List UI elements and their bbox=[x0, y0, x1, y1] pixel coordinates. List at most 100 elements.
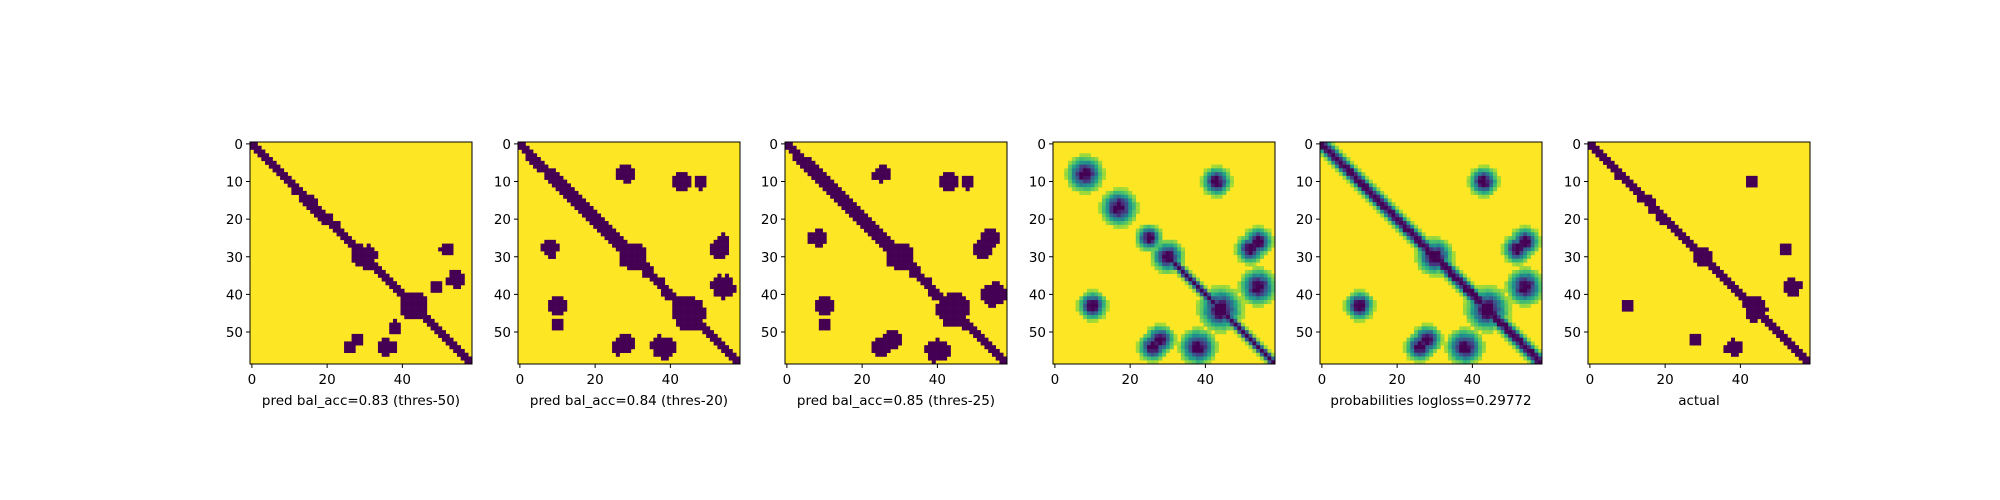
heatmap-cell bbox=[355, 243, 360, 248]
heatmap-cell bbox=[1143, 224, 1148, 229]
heatmap-cell bbox=[1447, 243, 1452, 248]
heatmap-cell bbox=[1003, 292, 1008, 297]
heatmap-cell bbox=[1207, 356, 1212, 361]
heatmap-cell bbox=[954, 183, 959, 188]
heatmap-cell bbox=[1783, 251, 1788, 256]
heatmap-cell bbox=[1218, 330, 1223, 335]
heatmap-cell bbox=[1478, 352, 1483, 357]
heatmap-cell bbox=[555, 247, 560, 252]
heatmap-cell bbox=[1625, 175, 1630, 180]
heatmap-cell bbox=[1523, 247, 1528, 252]
heatmap-cell bbox=[1226, 318, 1231, 323]
heatmap-cell bbox=[351, 254, 356, 259]
heatmap-cell bbox=[973, 251, 978, 256]
heatmap-cell bbox=[1746, 307, 1751, 312]
heatmap-cell bbox=[1116, 221, 1122, 226]
heatmap-cell bbox=[563, 190, 568, 195]
heatmap-cell bbox=[698, 183, 703, 188]
heatmap-cell bbox=[1481, 303, 1486, 308]
heatmap-cell bbox=[1462, 296, 1468, 301]
heatmap-cell bbox=[1132, 194, 1137, 199]
heatmap-image-4 bbox=[1053, 142, 1276, 365]
heatmap-cell bbox=[1704, 254, 1709, 259]
heatmap-cell bbox=[1150, 251, 1155, 256]
heatmap-cell bbox=[1353, 179, 1358, 184]
heatmap-cell bbox=[1147, 247, 1152, 252]
heatmap-cell bbox=[1113, 224, 1118, 229]
heatmap-cell bbox=[1248, 341, 1253, 346]
heatmap-cell bbox=[544, 239, 549, 244]
heatmap-cell bbox=[886, 348, 891, 354]
heatmap-cell bbox=[411, 307, 416, 312]
heatmap-cell bbox=[1783, 281, 1788, 286]
heatmap-cell bbox=[1079, 172, 1084, 177]
heatmap-cell bbox=[660, 352, 666, 357]
heatmap-cell bbox=[879, 239, 884, 244]
heatmap-cell bbox=[1753, 311, 1758, 316]
heatmap-cell bbox=[1659, 221, 1664, 226]
heatmap-cell bbox=[1071, 183, 1076, 188]
heatmap-cell bbox=[709, 243, 714, 248]
heatmap-cell bbox=[1101, 205, 1106, 211]
heatmap-cell bbox=[1098, 300, 1103, 305]
heatmap-cell bbox=[1380, 205, 1385, 211]
heatmap-cell bbox=[871, 224, 876, 229]
heatmap-cell bbox=[1693, 251, 1698, 256]
heatmap-cell bbox=[991, 232, 997, 237]
heatmap-cell bbox=[1256, 224, 1261, 229]
heatmap-cell bbox=[1462, 273, 1468, 278]
heatmap-cell bbox=[359, 337, 364, 342]
heatmap-cell bbox=[830, 190, 835, 195]
heatmap-cell bbox=[638, 266, 643, 271]
heatmap-cell bbox=[984, 232, 989, 237]
heatmap-cell bbox=[1526, 266, 1532, 271]
heatmap-cell bbox=[1625, 303, 1630, 308]
heatmap-cell bbox=[1447, 341, 1452, 346]
heatmap-cell bbox=[1158, 232, 1163, 237]
heatmap-cell bbox=[1432, 258, 1437, 263]
heatmap-cell bbox=[1143, 228, 1148, 233]
heatmap-cell bbox=[1150, 228, 1155, 233]
heatmap-cell bbox=[1158, 228, 1163, 233]
heatmap-cell bbox=[984, 236, 989, 241]
heatmap-cell bbox=[1244, 273, 1249, 278]
heatmap-cell bbox=[822, 232, 827, 237]
heatmap-cell bbox=[950, 175, 955, 180]
heatmap-cell bbox=[1526, 352, 1532, 357]
heatmap-cell bbox=[1353, 292, 1358, 297]
heatmap-cell bbox=[1651, 209, 1657, 214]
heatmap-cell bbox=[879, 337, 884, 342]
heatmap-cell bbox=[619, 239, 624, 244]
heatmap-cell bbox=[1538, 284, 1543, 290]
heatmap-cell bbox=[1237, 258, 1242, 263]
heatmap-cell bbox=[1252, 303, 1257, 308]
heatmap-cell bbox=[1787, 284, 1792, 290]
heatmap-cell bbox=[325, 213, 330, 218]
heatmap-cell bbox=[1530, 356, 1535, 361]
heatmap-cell bbox=[980, 292, 985, 297]
heatmap-cell bbox=[1417, 258, 1422, 263]
heatmap-cell bbox=[1353, 168, 1358, 173]
y-tick-label: 20 bbox=[494, 212, 511, 228]
heatmap-cell bbox=[672, 179, 677, 184]
heatmap-cell bbox=[389, 348, 394, 354]
heatmap-cell bbox=[995, 352, 1000, 357]
heatmap-cell bbox=[1143, 239, 1148, 244]
heatmap-cell bbox=[1143, 345, 1148, 350]
heatmap-cell bbox=[1417, 352, 1422, 357]
heatmap-cell bbox=[721, 284, 726, 290]
heatmap-cell bbox=[713, 243, 718, 248]
heatmap-cell bbox=[988, 341, 993, 346]
x-axis-label: actual bbox=[1678, 393, 1720, 409]
heatmap-cell bbox=[1143, 243, 1148, 248]
heatmap-cell bbox=[1489, 187, 1494, 192]
heatmap-cell bbox=[456, 273, 462, 278]
heatmap-cell bbox=[1143, 348, 1148, 354]
heatmap-cell bbox=[687, 318, 692, 323]
heatmap-cell bbox=[1659, 209, 1664, 214]
heatmap-cell bbox=[958, 303, 963, 308]
heatmap-cell bbox=[1165, 251, 1170, 256]
heatmap-cell bbox=[1165, 326, 1170, 331]
heatmap-cell bbox=[1113, 209, 1118, 214]
heatmap-cell bbox=[593, 221, 598, 226]
